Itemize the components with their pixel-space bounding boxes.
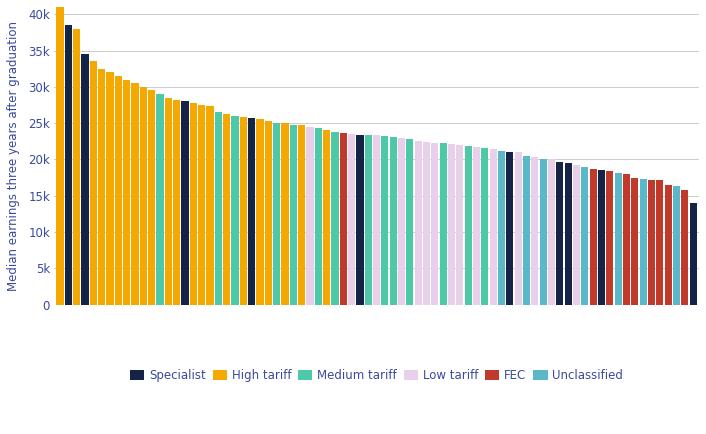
Bar bbox=[565, 163, 572, 305]
Bar bbox=[306, 127, 313, 305]
Bar bbox=[107, 72, 114, 305]
Bar bbox=[315, 128, 322, 305]
Bar bbox=[440, 144, 447, 305]
Bar bbox=[673, 186, 680, 305]
Bar bbox=[498, 151, 505, 305]
Bar bbox=[623, 174, 630, 305]
Bar bbox=[190, 103, 197, 305]
Bar bbox=[164, 98, 172, 305]
Bar bbox=[532, 157, 539, 305]
Bar bbox=[365, 135, 372, 305]
Bar bbox=[681, 190, 688, 305]
Bar bbox=[373, 135, 380, 305]
Bar bbox=[448, 144, 455, 305]
Bar bbox=[606, 171, 614, 305]
Bar bbox=[181, 102, 189, 305]
Bar bbox=[648, 180, 655, 305]
Bar bbox=[273, 123, 280, 305]
Bar bbox=[215, 112, 222, 305]
Bar bbox=[256, 119, 263, 305]
Bar bbox=[431, 143, 438, 305]
Bar bbox=[248, 118, 255, 305]
Bar bbox=[657, 181, 664, 305]
Bar bbox=[289, 125, 297, 305]
Bar bbox=[115, 76, 122, 305]
Bar bbox=[465, 146, 472, 305]
Bar bbox=[323, 130, 330, 305]
Bar bbox=[65, 25, 72, 305]
Bar bbox=[556, 161, 563, 305]
Bar bbox=[615, 172, 622, 305]
Bar bbox=[690, 203, 697, 305]
Bar bbox=[173, 100, 180, 305]
Bar bbox=[548, 159, 555, 305]
Bar bbox=[123, 79, 130, 305]
Bar bbox=[140, 87, 147, 305]
Bar bbox=[157, 94, 164, 305]
Bar bbox=[265, 121, 272, 305]
Bar bbox=[539, 159, 546, 305]
Bar bbox=[198, 105, 205, 305]
Bar bbox=[473, 147, 480, 305]
Legend: Specialist, High tariff, Medium tariff, Low tariff, FEC, Unclassified: Specialist, High tariff, Medium tariff, … bbox=[130, 369, 623, 382]
Bar bbox=[390, 137, 397, 305]
Bar bbox=[515, 152, 522, 305]
Bar bbox=[481, 148, 489, 305]
Bar bbox=[631, 178, 638, 305]
Bar bbox=[298, 125, 305, 305]
Bar bbox=[282, 123, 289, 305]
Bar bbox=[223, 114, 230, 305]
Bar bbox=[456, 145, 463, 305]
Bar bbox=[506, 152, 513, 305]
Bar bbox=[407, 139, 414, 305]
Bar bbox=[523, 156, 530, 305]
Bar bbox=[98, 69, 105, 305]
Bar bbox=[331, 132, 338, 305]
Bar bbox=[340, 132, 347, 305]
Bar bbox=[206, 106, 213, 305]
Bar bbox=[490, 149, 497, 305]
Bar bbox=[348, 134, 355, 305]
Bar bbox=[148, 90, 155, 305]
Bar bbox=[73, 29, 80, 305]
Bar bbox=[598, 170, 605, 305]
Bar bbox=[640, 179, 647, 305]
Bar bbox=[357, 135, 364, 305]
Bar bbox=[573, 164, 580, 305]
Bar bbox=[381, 136, 388, 305]
Bar bbox=[90, 61, 97, 305]
Bar bbox=[81, 54, 88, 305]
Bar bbox=[414, 141, 421, 305]
Bar bbox=[664, 185, 672, 305]
Bar bbox=[398, 138, 405, 305]
Bar bbox=[590, 169, 597, 305]
Bar bbox=[423, 142, 430, 305]
Y-axis label: Median earnings three years after graduation: Median earnings three years after gradua… bbox=[7, 21, 20, 291]
Bar bbox=[232, 116, 239, 305]
Bar bbox=[131, 83, 138, 305]
Bar bbox=[581, 167, 589, 305]
Bar bbox=[56, 7, 64, 305]
Bar bbox=[240, 117, 247, 305]
